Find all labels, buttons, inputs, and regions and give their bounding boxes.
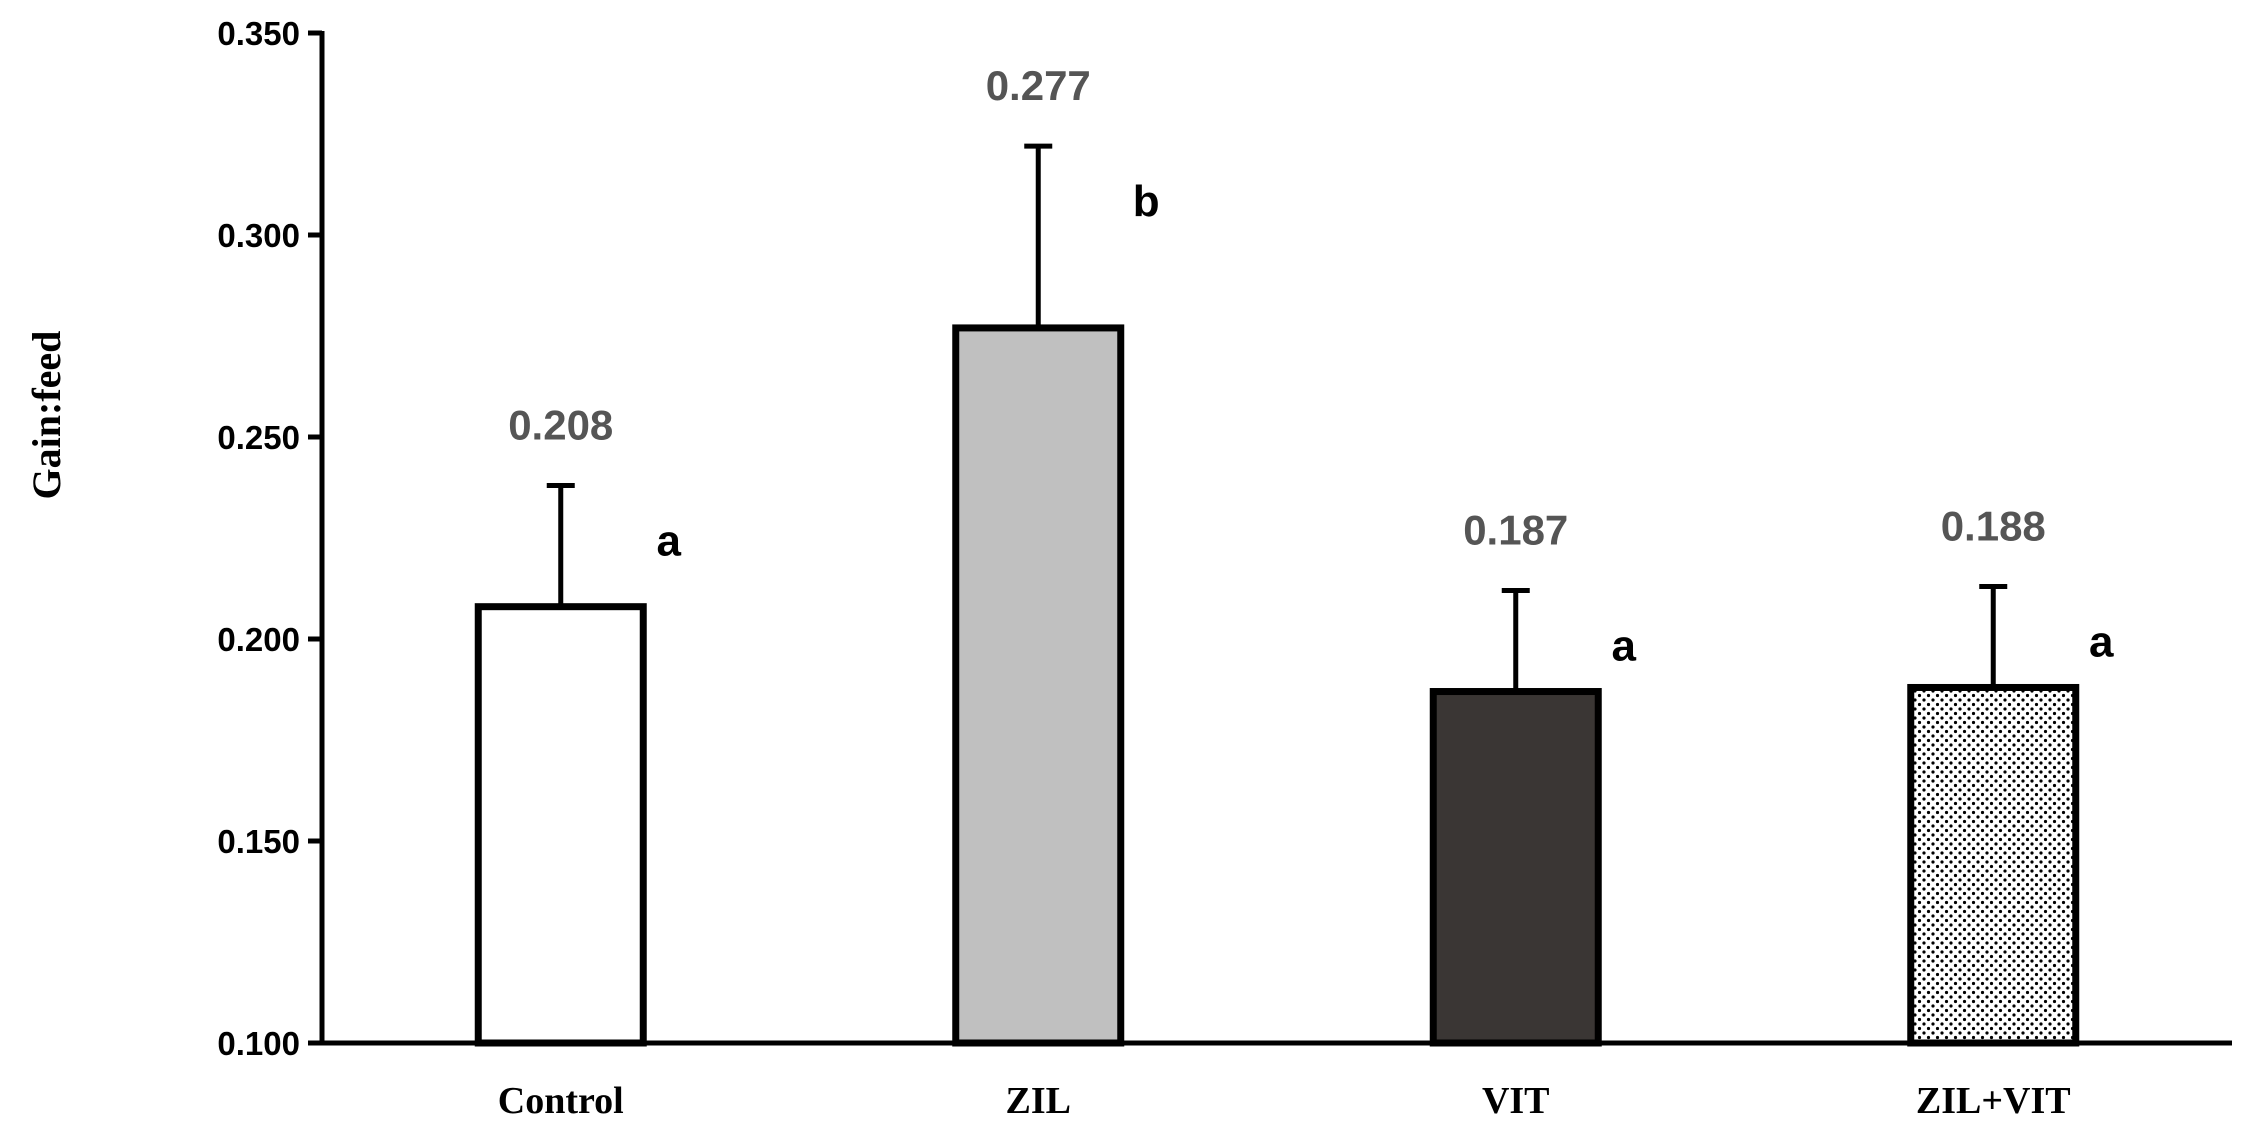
y-tick-label: 0.300 xyxy=(217,217,300,254)
y-tick-label: 0.100 xyxy=(217,1025,300,1062)
y-tick-label: 0.150 xyxy=(217,823,300,860)
bars xyxy=(474,143,2080,1047)
y-axis-title: Gain:feed xyxy=(24,331,69,500)
y-tick-label: 0.350 xyxy=(217,15,300,52)
bar-vit xyxy=(1429,688,1602,1047)
value-label: 0.187 xyxy=(1463,507,1568,554)
value-label: 0.208 xyxy=(508,401,613,448)
x-category-label: ZIL xyxy=(1006,1080,1071,1122)
x-category-label: VIT xyxy=(1482,1080,1550,1122)
value-label: 0.277 xyxy=(986,62,1091,109)
bar-control xyxy=(474,603,647,1047)
y-tick-label: 0.250 xyxy=(217,419,300,456)
x-category-label: ZIL+VIT xyxy=(1916,1080,2071,1122)
significance-letter: b xyxy=(1133,177,1160,226)
x-category-label: Control xyxy=(498,1080,624,1122)
x-axis: Control ZIL VIT ZIL+VIT xyxy=(320,1040,2232,1122)
significance-letter: a xyxy=(2089,617,2114,666)
significance-letter: a xyxy=(657,516,682,565)
y-tick-label: 0.200 xyxy=(217,621,300,658)
annotations: 0.208 a 0.277 b 0.187 a 0.188 a xyxy=(508,62,2114,670)
value-label: 0.188 xyxy=(1941,502,2046,549)
bar-zil xyxy=(952,324,1125,1047)
bar-zil-vit xyxy=(1907,683,2080,1047)
y-axis: 0.100 0.150 0.200 0.250 0.300 0.350 xyxy=(217,15,325,1062)
significance-letter: a xyxy=(1612,622,1637,671)
